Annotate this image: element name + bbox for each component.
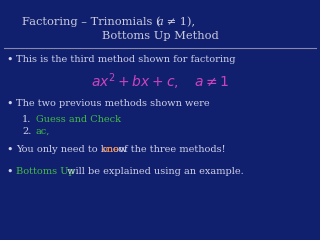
Text: will be explained using an example.: will be explained using an example. — [64, 168, 244, 176]
Text: This is the third method shown for factoring: This is the third method shown for facto… — [16, 55, 236, 65]
Text: a: a — [156, 17, 164, 27]
Text: •: • — [6, 99, 12, 109]
Text: one: one — [102, 145, 120, 155]
Text: Bottoms Up Method: Bottoms Up Method — [102, 31, 218, 41]
Text: Bottoms Up: Bottoms Up — [16, 168, 75, 176]
Text: 1.: 1. — [22, 114, 31, 124]
Text: The two previous methods shown were: The two previous methods shown were — [16, 100, 210, 108]
Text: Guess and Check: Guess and Check — [36, 114, 121, 124]
Text: 2.: 2. — [22, 126, 31, 136]
Text: •: • — [6, 55, 12, 65]
Text: ac,: ac, — [36, 126, 50, 136]
Text: $ax^2 + bx + c, \quad a \neq 1$: $ax^2 + bx + c, \quad a \neq 1$ — [91, 72, 229, 92]
Text: Factoring – Trinomials (: Factoring – Trinomials ( — [21, 17, 160, 27]
Text: of the three methods!: of the three methods! — [115, 145, 226, 155]
Text: You only need to know: You only need to know — [16, 145, 130, 155]
Text: •: • — [6, 167, 12, 177]
Text: ≠ 1),: ≠ 1), — [163, 17, 195, 27]
Text: •: • — [6, 145, 12, 155]
